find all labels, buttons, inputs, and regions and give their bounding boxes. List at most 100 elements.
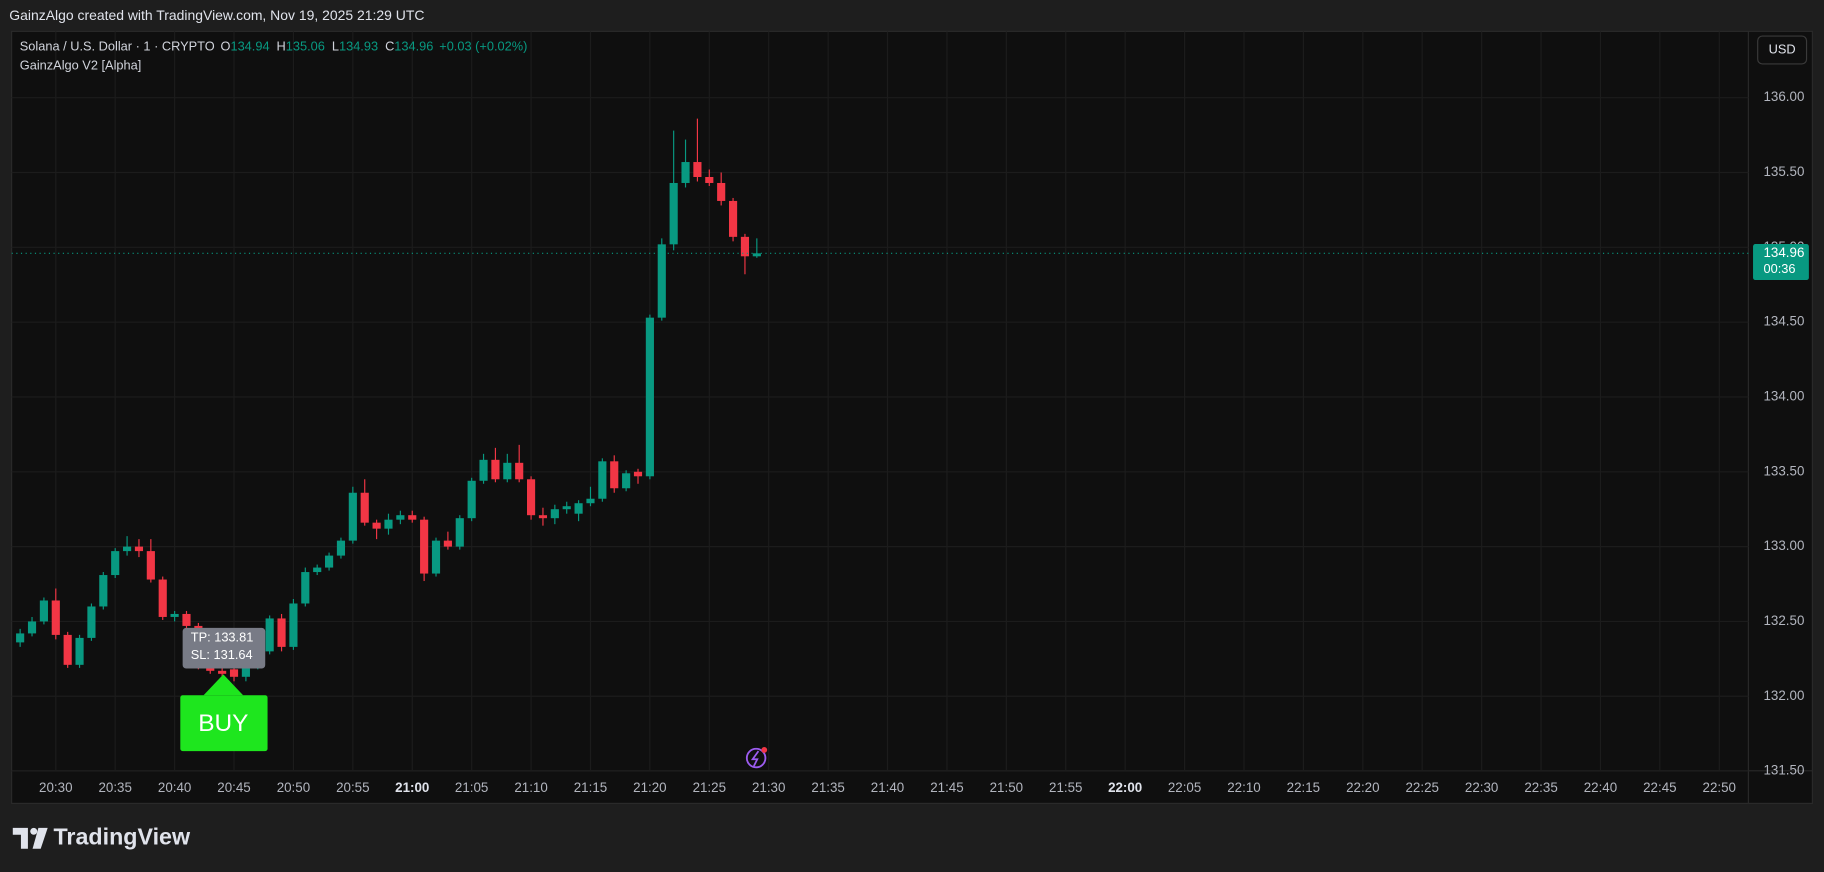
candle-body bbox=[265, 618, 274, 652]
x-tick-label: 22:50 bbox=[1703, 780, 1736, 795]
candle-body bbox=[752, 253, 761, 257]
icon-dot[interactable] bbox=[761, 747, 768, 753]
x-tick-label: 21:45 bbox=[930, 780, 963, 795]
candle-body bbox=[491, 459, 500, 480]
x-tick-label: 21:40 bbox=[871, 780, 904, 795]
x-tick-label: 21:30 bbox=[752, 780, 785, 795]
sl-label: SL: 131.64 bbox=[191, 647, 253, 662]
buy-box bbox=[180, 695, 268, 752]
candle-body bbox=[574, 503, 583, 514]
candle-body bbox=[63, 634, 72, 665]
candle-body bbox=[408, 515, 417, 520]
x-tick-label: 22:30 bbox=[1465, 780, 1498, 795]
assistant-icon[interactable] bbox=[745, 747, 768, 769]
candle-body bbox=[740, 236, 750, 257]
candle-body bbox=[479, 459, 488, 481]
candle-body bbox=[586, 498, 595, 504]
x-tick-label: 22:25 bbox=[1405, 780, 1438, 795]
candle-body bbox=[420, 519, 429, 574]
last-price-label: 134.96 bbox=[1764, 245, 1805, 260]
candle-body bbox=[669, 182, 678, 245]
candle-body bbox=[336, 540, 346, 556]
candle-body bbox=[645, 317, 654, 477]
candle-body bbox=[206, 666, 215, 671]
x-tick-label: 22:05 bbox=[1168, 780, 1201, 795]
plot-area bbox=[11, 118, 1749, 682]
ohlc-value: 135.06 bbox=[286, 39, 325, 54]
x-tick-label: 22:15 bbox=[1287, 780, 1320, 795]
buy-label: BUY bbox=[198, 710, 248, 737]
candle-body bbox=[431, 540, 441, 574]
x-tick-label: 22:20 bbox=[1346, 780, 1379, 795]
logo-slash bbox=[32, 827, 48, 849]
y-tick-label: 133.50 bbox=[1764, 463, 1805, 478]
candle-body bbox=[503, 462, 512, 480]
chart-panel bbox=[11, 30, 1813, 804]
y-tick-label: 132.50 bbox=[1764, 613, 1805, 628]
candle-body bbox=[87, 606, 96, 638]
ohlc-key: L bbox=[332, 39, 339, 54]
x-tick-label: 21:20 bbox=[633, 780, 666, 795]
candle-body bbox=[657, 244, 666, 318]
tp-label: TP: 133.81 bbox=[191, 630, 254, 645]
y-tick-label: 132.00 bbox=[1764, 688, 1805, 703]
candle-body bbox=[325, 555, 334, 568]
x-tick-label: 20:50 bbox=[277, 780, 310, 795]
candle-body bbox=[562, 506, 571, 510]
candle-body bbox=[111, 551, 120, 576]
axes: 131.50 132.00 132.50 133.00 133.50 134.00 134.… bbox=[39, 89, 1809, 795]
candle-body bbox=[360, 492, 369, 523]
candle-body bbox=[348, 492, 357, 541]
candle-body bbox=[158, 579, 167, 617]
candle-body bbox=[681, 162, 690, 183]
x-tick-label: 20:45 bbox=[217, 780, 250, 795]
y-tick-label: 134.50 bbox=[1764, 314, 1805, 329]
icon-bolt[interactable] bbox=[750, 750, 760, 767]
candle-body bbox=[728, 200, 738, 237]
candle-body bbox=[313, 567, 322, 573]
y-tick-label: 131.50 bbox=[1764, 763, 1805, 778]
candle-body bbox=[443, 540, 452, 547]
brand-logo: TradingView bbox=[12, 823, 191, 849]
x-tick-label: 21:10 bbox=[514, 780, 547, 795]
last-price-box bbox=[1753, 244, 1809, 281]
brand-name: TradingView bbox=[54, 823, 191, 849]
x-tick-label: 21:35 bbox=[811, 780, 844, 795]
logo-mark bbox=[12, 827, 28, 849]
candle-body bbox=[717, 182, 726, 201]
x-tick-label: 21:05 bbox=[455, 780, 488, 795]
candle-body bbox=[693, 162, 702, 177]
candle-body bbox=[633, 471, 643, 477]
candle-body bbox=[277, 618, 286, 647]
icon-ring[interactable] bbox=[745, 747, 767, 769]
x-tick-label: 22:45 bbox=[1643, 780, 1676, 795]
candle-body bbox=[705, 176, 714, 183]
x-tick-label: 20:55 bbox=[336, 780, 369, 795]
candle-body bbox=[51, 600, 60, 635]
x-tick-label: 21:15 bbox=[574, 780, 607, 795]
candle-body bbox=[515, 462, 524, 480]
candle-body bbox=[598, 461, 607, 499]
ohlc-value: 134.93 bbox=[339, 39, 378, 54]
candle-body bbox=[16, 633, 25, 643]
symbol-legend: Solana / U.S. Dollar · 1 · CRYPTO O134.94… bbox=[20, 39, 528, 54]
candle-body bbox=[146, 551, 155, 580]
x-tick-label: 21:50 bbox=[990, 780, 1023, 795]
currency-button[interactable] bbox=[1757, 35, 1808, 65]
candle-body bbox=[27, 621, 37, 634]
y-tick-label: 133.00 bbox=[1764, 538, 1805, 553]
candle-body bbox=[182, 613, 191, 626]
candle-body bbox=[170, 613, 179, 617]
y-tick-label: 136.00 bbox=[1764, 89, 1805, 104]
candle-body bbox=[396, 515, 405, 520]
x-tick-label: 22:40 bbox=[1584, 780, 1617, 795]
ohlc-key: O bbox=[221, 39, 231, 54]
change: +0.03 (+0.02%) bbox=[439, 39, 527, 54]
candle-body bbox=[610, 461, 619, 489]
logo-dot bbox=[30, 827, 38, 835]
currency-label[interactable]: USD bbox=[1769, 41, 1796, 56]
candle-body bbox=[123, 546, 132, 552]
candle-body bbox=[384, 519, 393, 529]
watermark: GainzAlgo created with TradingView.com, … bbox=[9, 7, 424, 23]
